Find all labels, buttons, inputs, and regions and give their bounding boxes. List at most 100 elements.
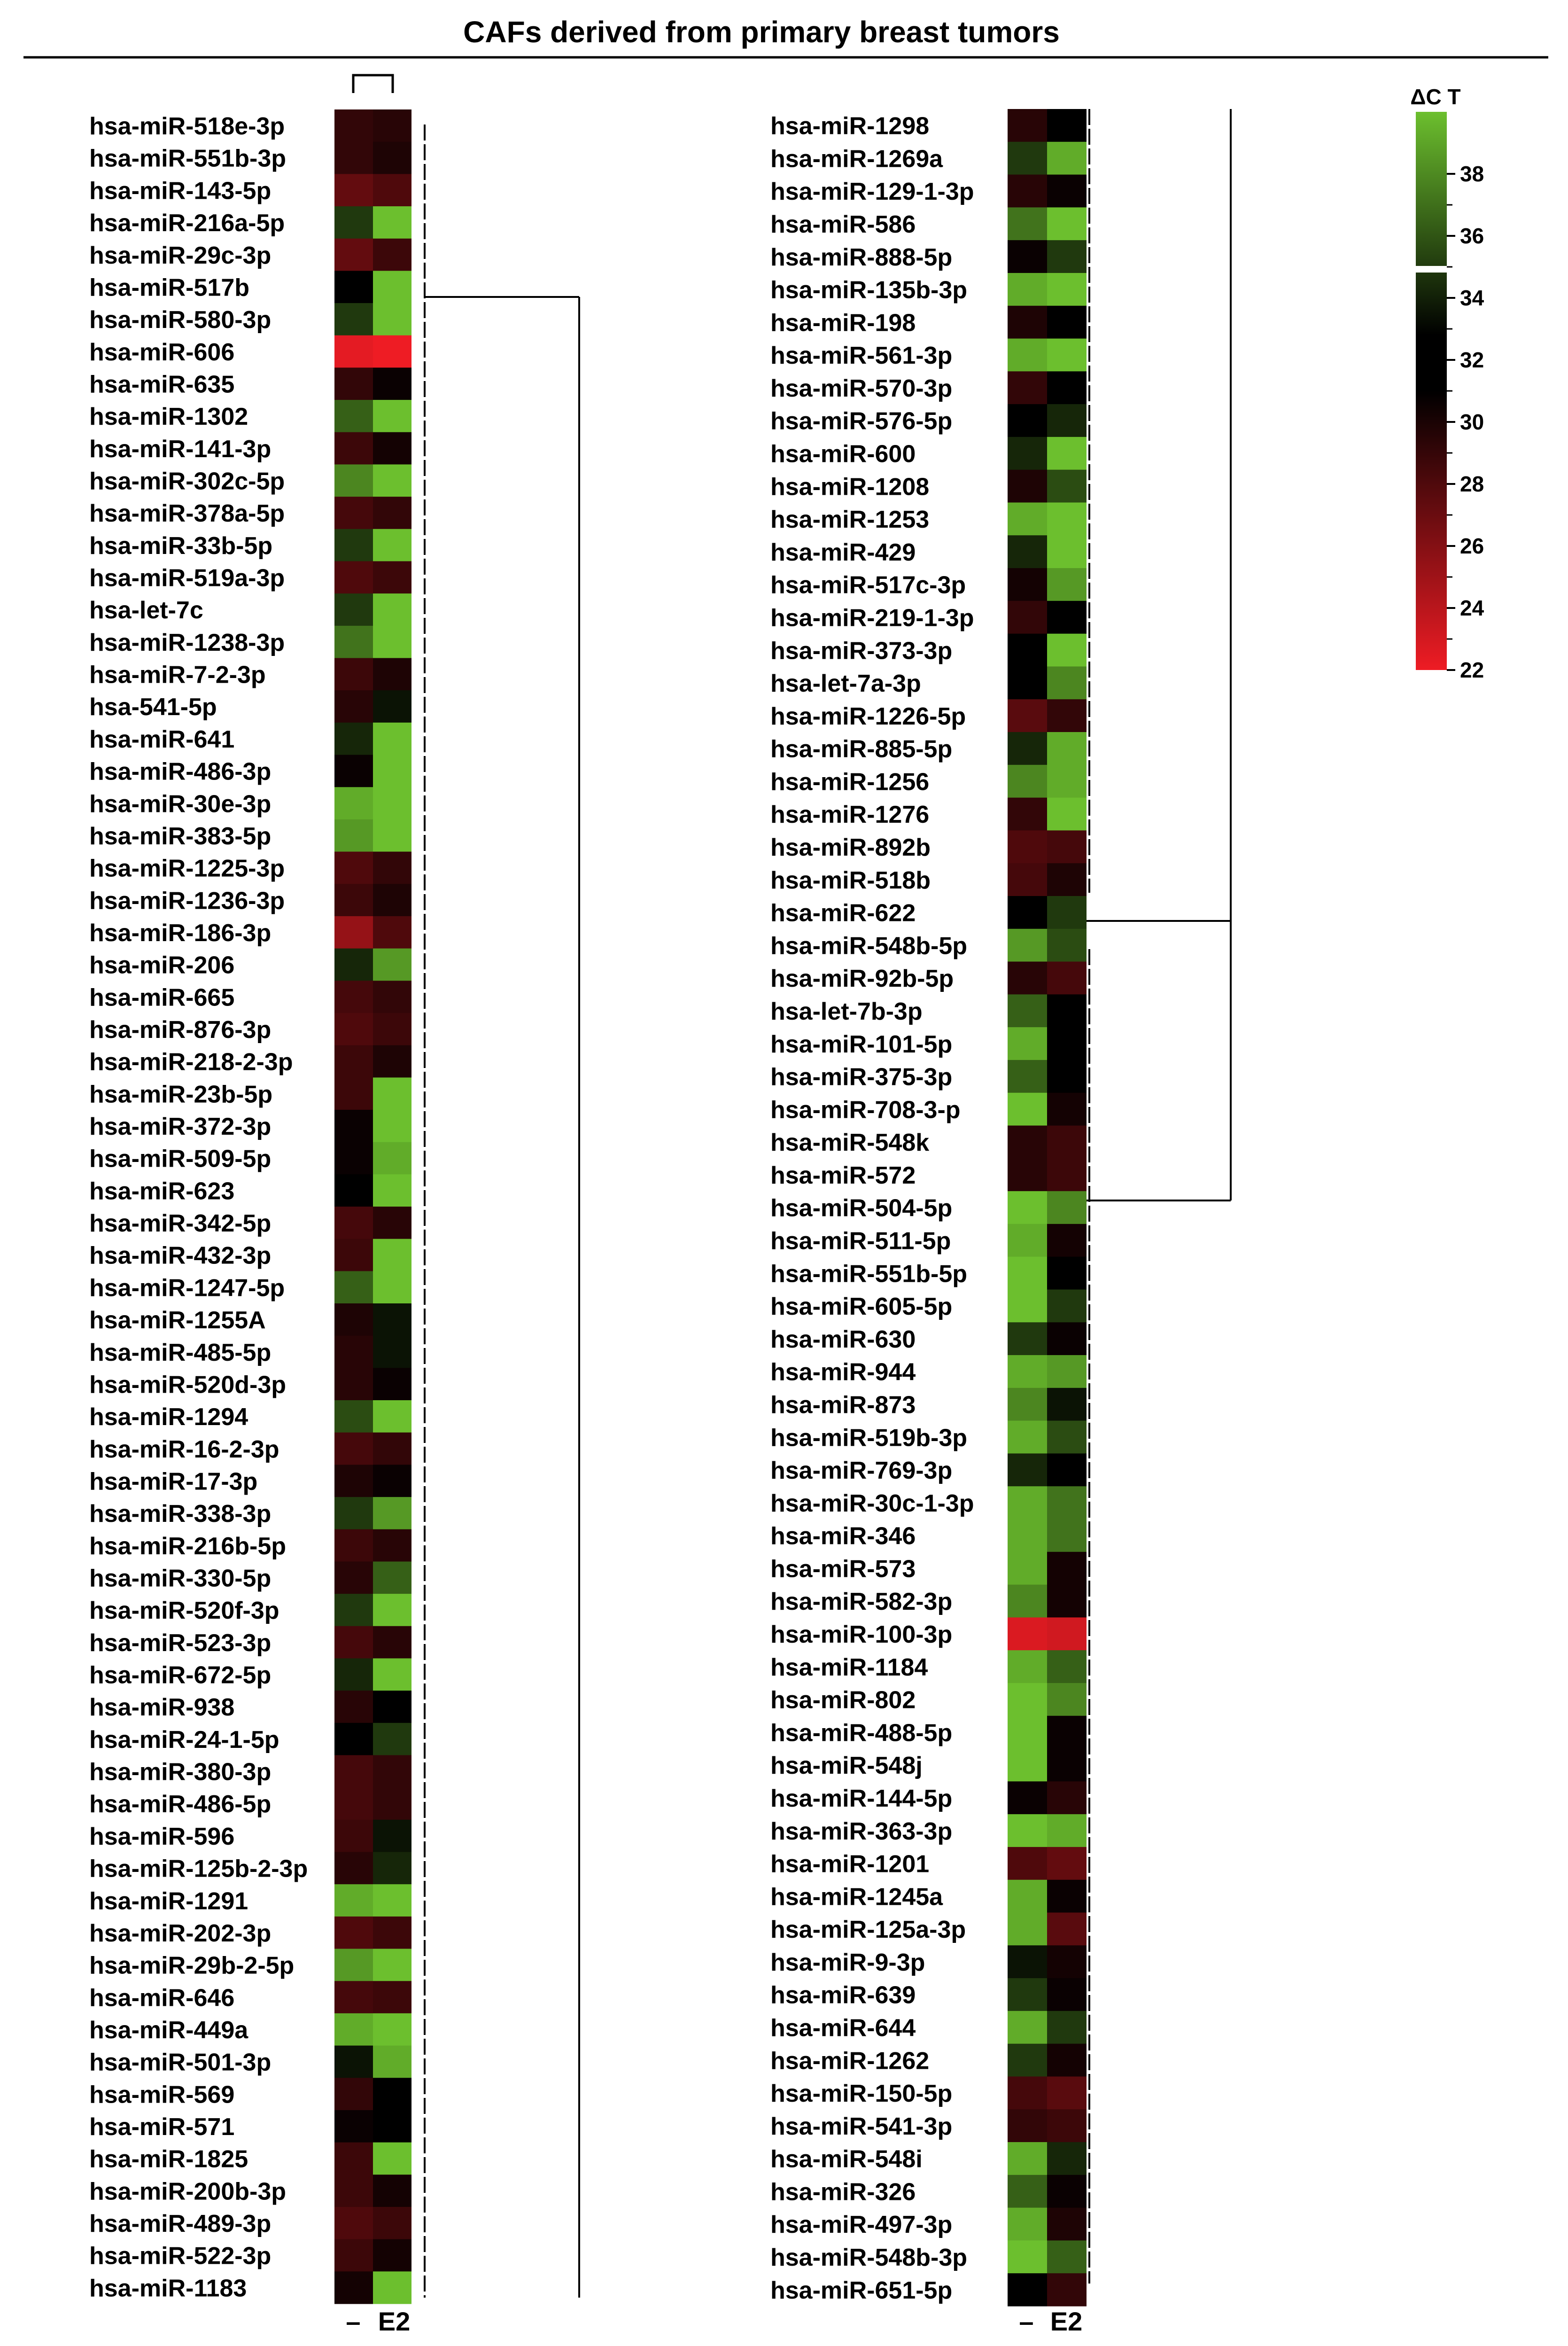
heatmap-cell bbox=[1008, 1519, 1047, 1552]
row-label: hsa-miR-1294 bbox=[89, 1403, 248, 1431]
color-scale-tick-label: 30 bbox=[1460, 410, 1484, 434]
heatmap-cell bbox=[1008, 1027, 1047, 1060]
heatmap-cell bbox=[1008, 1978, 1047, 2011]
heatmap-cell bbox=[334, 1465, 373, 1497]
row-label: hsa-miR-432-3p bbox=[89, 1242, 271, 1270]
heatmap-cell bbox=[1047, 404, 1087, 437]
heatmap-cell bbox=[373, 1465, 411, 1497]
row-label: hsa-miR-346 bbox=[770, 1523, 916, 1550]
heatmap-cell bbox=[1008, 1060, 1047, 1093]
heatmap-cell bbox=[1047, 633, 1087, 667]
dendrogram-left bbox=[424, 125, 580, 2298]
heatmap-cell bbox=[1008, 600, 1047, 634]
row-label: hsa-miR-509-5p bbox=[89, 1146, 271, 1173]
color-scale-tick-label: 36 bbox=[1460, 224, 1484, 248]
heatmap-cell bbox=[1008, 1814, 1047, 1847]
row-label: hsa-miR-586 bbox=[770, 211, 916, 238]
heatmap-cell bbox=[1047, 1027, 1087, 1060]
heatmap-cell bbox=[334, 400, 373, 433]
row-label: hsa-miR-186-3p bbox=[89, 920, 271, 947]
row-label: hsa-miR-873 bbox=[770, 1391, 916, 1419]
heatmap-cell bbox=[1047, 1092, 1087, 1126]
row-label: hsa-miR-1269a bbox=[770, 145, 943, 172]
heatmap-cell bbox=[1047, 1289, 1087, 1323]
heatmap-cell bbox=[1047, 699, 1087, 733]
heatmap-cell bbox=[1008, 1486, 1047, 1520]
heatmap-cell bbox=[1047, 2076, 1087, 2110]
heatmap-cell bbox=[1047, 240, 1087, 273]
color-scale-title: ΔC T bbox=[1410, 85, 1460, 109]
heatmap-cell bbox=[373, 1174, 411, 1207]
heatmap-cell bbox=[1008, 896, 1047, 929]
heatmap-cell bbox=[1008, 535, 1047, 569]
row-label: hsa-miR-576-5p bbox=[770, 408, 952, 435]
heatmap-cell bbox=[373, 335, 411, 368]
heatmap-cell bbox=[1047, 1158, 1087, 1192]
row-label: hsa-miR-200b-3p bbox=[89, 2178, 286, 2205]
heatmap-cell bbox=[373, 1077, 411, 1110]
heatmap-cell bbox=[1047, 797, 1087, 831]
heatmap-cell bbox=[373, 593, 411, 626]
heatmap-cell bbox=[373, 109, 411, 142]
row-label: hsa-miR-7-2-3p bbox=[89, 662, 266, 689]
heatmap-cell bbox=[1008, 273, 1047, 306]
heatmap-cell bbox=[334, 1819, 373, 1853]
row-label: hsa-miR-17-3p bbox=[89, 1468, 257, 1495]
heatmap-cell bbox=[334, 755, 373, 787]
row-label: hsa-miR-1183 bbox=[89, 2275, 247, 2302]
heatmap-cell bbox=[1047, 1683, 1087, 1716]
heatmap-cell bbox=[334, 206, 373, 239]
heatmap-cell bbox=[373, 948, 411, 981]
heatmap-cell bbox=[1008, 1420, 1047, 1454]
heatmap-cell bbox=[334, 1658, 373, 1691]
row-label: hsa-miR-548i bbox=[770, 2146, 923, 2173]
row-label: hsa-miR-885-5p bbox=[770, 736, 952, 763]
heatmap-cell bbox=[373, 2045, 411, 2078]
heatmap-cell bbox=[373, 1981, 411, 2014]
heatmap-cell bbox=[334, 1981, 373, 2014]
heatmap-cell bbox=[373, 851, 411, 884]
heatmap-cell bbox=[1047, 502, 1087, 536]
row-label: hsa-miR-1201 bbox=[770, 1851, 929, 1878]
heatmap-cell bbox=[373, 2175, 411, 2207]
row-label: hsa-miR-708-3-p bbox=[770, 1096, 961, 1123]
row-label: hsa-miR-541-3p bbox=[770, 2113, 952, 2140]
heatmap-cell bbox=[1047, 1322, 1087, 1356]
heatmap-cell bbox=[373, 2078, 411, 2111]
row-label: hsa-541-5p bbox=[89, 694, 217, 721]
row-label: hsa-miR-23b-5p bbox=[89, 1081, 272, 1108]
row-label: hsa-miR-888-5p bbox=[770, 244, 952, 271]
heatmap-cell bbox=[373, 1626, 411, 1659]
heatmap-cell bbox=[334, 1207, 373, 1239]
row-label: hsa-miR-33b-5p bbox=[89, 532, 272, 560]
heatmap-cell bbox=[334, 981, 373, 1013]
heatmap-cell bbox=[1008, 699, 1047, 733]
heatmap-cell bbox=[1008, 1453, 1047, 1487]
row-label: hsa-miR-630 bbox=[770, 1326, 916, 1353]
heatmap-cell bbox=[1008, 1092, 1047, 1126]
heatmap-cell bbox=[373, 141, 411, 174]
heatmap-cell bbox=[334, 2271, 373, 2304]
heatmap-cell bbox=[1047, 600, 1087, 634]
heatmap-cell bbox=[1008, 1847, 1047, 1880]
heatmap-cell bbox=[334, 561, 373, 594]
heatmap-cell bbox=[334, 851, 373, 884]
row-label: hsa-miR-486-3p bbox=[89, 758, 271, 786]
heatmap-cell bbox=[1047, 764, 1087, 798]
row-label: hsa-miR-1291 bbox=[89, 1887, 248, 1915]
heatmap-cell bbox=[334, 1755, 373, 1788]
row-label: hsa-miR-489-3p bbox=[89, 2210, 271, 2237]
row-label: hsa-miR-219-1-3p bbox=[770, 604, 974, 631]
heatmap-cell bbox=[1008, 1748, 1047, 1782]
heatmap-cell bbox=[1008, 338, 1047, 372]
heatmap-cell bbox=[1008, 2240, 1047, 2274]
row-label: hsa-miR-1262 bbox=[770, 2047, 929, 2074]
row-label: hsa-miR-672-5p bbox=[89, 1662, 271, 1689]
row-label: hsa-miR-548b-5p bbox=[770, 932, 967, 959]
row-label: hsa-miR-522-3p bbox=[89, 2243, 271, 2270]
heatmap-cell bbox=[373, 1755, 411, 1788]
row-label: hsa-miR-92b-5p bbox=[770, 965, 954, 992]
heatmap-cell bbox=[373, 722, 411, 756]
row-label: hsa-miR-129-1-3p bbox=[770, 178, 974, 205]
heatmap-cell bbox=[373, 529, 411, 562]
